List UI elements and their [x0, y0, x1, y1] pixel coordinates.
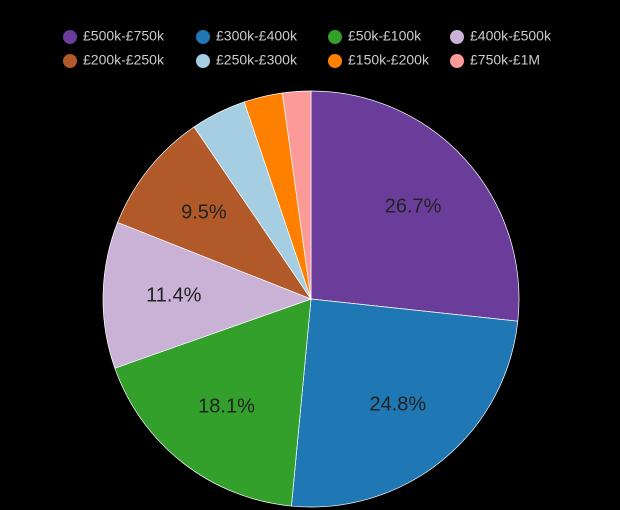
pie-slice	[102, 221, 312, 369]
legend-marker	[196, 30, 210, 44]
value-label: 9.5%	[181, 201, 227, 223]
legend-label: £750k-£1M	[470, 52, 540, 68]
pie-slice	[114, 298, 312, 507]
legend-label: £150k-£200k	[348, 52, 430, 68]
legend-marker	[328, 30, 342, 44]
legend-label: £500k-£750k	[83, 28, 165, 44]
legend-marker	[196, 54, 210, 68]
legend-label: £300k-£400k	[216, 28, 298, 44]
value-label: 11.4%	[146, 285, 201, 307]
value-label: 24.8%	[369, 394, 426, 416]
value-label: 26.7%	[385, 196, 442, 218]
legend-marker	[450, 54, 464, 68]
pie-slice	[281, 90, 312, 300]
legend-marker	[63, 30, 77, 44]
legend-marker	[328, 54, 342, 68]
legend-label: £400k-£500k	[470, 28, 552, 44]
legend-marker	[450, 30, 464, 44]
legend-marker	[63, 54, 77, 68]
legend-label: £50k-£100k	[348, 28, 422, 44]
value-label: 18.1%	[198, 395, 255, 417]
legend-label: £250k-£300k	[216, 52, 298, 68]
pie-slice	[310, 90, 520, 322]
pie-slice	[291, 298, 519, 508]
legend-label: £200k-£250k	[83, 52, 165, 68]
pie-slice	[117, 126, 312, 300]
